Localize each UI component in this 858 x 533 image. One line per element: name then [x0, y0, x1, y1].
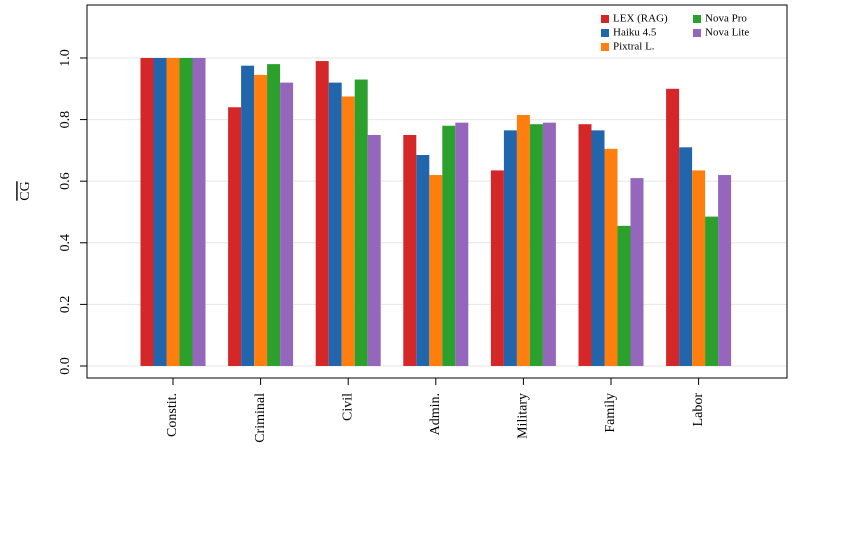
bar	[455, 122, 469, 366]
bar	[542, 122, 556, 366]
legend-label: LEX (RAG)	[613, 13, 668, 25]
bar	[718, 175, 732, 366]
y-tick-label: 0.2	[58, 296, 73, 314]
x-tick-label: Admin.	[428, 393, 443, 435]
x-tick-label: Family	[603, 393, 618, 433]
legend-swatch	[601, 43, 609, 51]
bar	[179, 57, 193, 366]
bar	[166, 57, 180, 366]
y-tick-label: 1.0	[58, 49, 73, 67]
bar	[429, 175, 443, 366]
plot-frame	[86, 4, 788, 379]
bar	[315, 61, 329, 366]
bar	[153, 57, 167, 366]
x-tick-label: Civil	[340, 393, 355, 421]
legend-label: Haiku 4.5	[613, 27, 657, 39]
bar	[692, 170, 706, 366]
bar	[490, 170, 504, 366]
bar	[192, 57, 206, 366]
bar	[328, 82, 342, 366]
y-axis-label: CG	[18, 181, 33, 200]
bar	[354, 79, 368, 366]
bar	[140, 57, 154, 366]
bar	[228, 107, 242, 366]
bar	[241, 65, 255, 366]
legend-label: Pixtral L.	[613, 41, 655, 53]
x-tick-label: Military	[516, 393, 531, 439]
x-tick-label: Criminal	[253, 393, 268, 443]
legend-swatch	[601, 15, 609, 23]
y-tick-label: 0.6	[58, 172, 73, 190]
bar	[705, 216, 719, 366]
bar	[630, 178, 644, 366]
bar	[604, 148, 618, 366]
bar	[679, 147, 693, 366]
y-tick-label: 0.0	[58, 357, 73, 375]
y-tick-label: 0.8	[58, 111, 73, 128]
bar	[591, 130, 605, 366]
bar	[280, 82, 294, 366]
y-tick-label: 0.4	[58, 234, 73, 252]
bar	[516, 114, 530, 366]
legend-swatch	[693, 15, 701, 23]
bar	[341, 96, 355, 366]
legend-label: Nova Lite	[705, 27, 749, 39]
bar	[529, 124, 543, 366]
bar	[403, 134, 417, 366]
bar	[367, 134, 381, 366]
bar	[617, 225, 631, 366]
bar	[666, 88, 680, 366]
bar	[267, 64, 281, 366]
x-tick-label: Constit.	[165, 393, 180, 437]
bar	[578, 124, 592, 366]
bar	[254, 74, 268, 366]
bar	[503, 130, 517, 366]
bar	[442, 125, 456, 366]
bar	[416, 155, 430, 366]
legend-swatch	[693, 29, 701, 37]
legend-label: Nova Pro	[705, 13, 747, 25]
x-tick-label: Labor	[691, 393, 706, 427]
legend-swatch	[601, 29, 609, 37]
